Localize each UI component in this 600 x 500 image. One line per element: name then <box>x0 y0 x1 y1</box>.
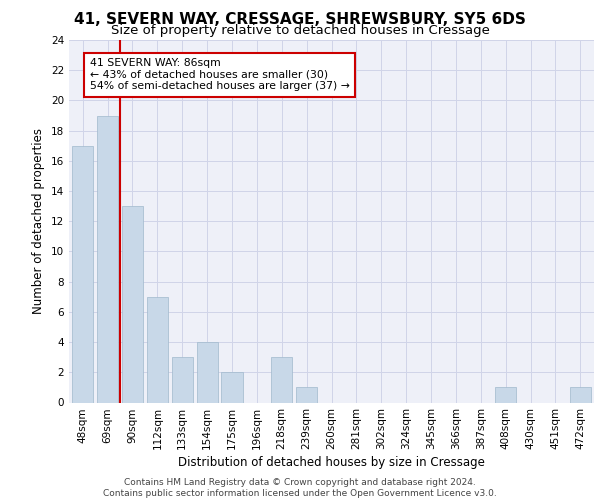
Bar <box>570 388 591 402</box>
Text: 41 SEVERN WAY: 86sqm
← 43% of detached houses are smaller (30)
54% of semi-detac: 41 SEVERN WAY: 86sqm ← 43% of detached h… <box>89 58 350 92</box>
Bar <box>97 116 118 403</box>
Text: Size of property relative to detached houses in Cressage: Size of property relative to detached ho… <box>110 24 490 37</box>
Bar <box>72 146 93 402</box>
Bar <box>495 388 516 402</box>
X-axis label: Distribution of detached houses by size in Cressage: Distribution of detached houses by size … <box>178 456 485 469</box>
Bar <box>122 206 143 402</box>
Y-axis label: Number of detached properties: Number of detached properties <box>32 128 46 314</box>
Bar <box>271 357 292 403</box>
Text: Contains HM Land Registry data © Crown copyright and database right 2024.
Contai: Contains HM Land Registry data © Crown c… <box>103 478 497 498</box>
Bar <box>197 342 218 402</box>
Bar <box>296 388 317 402</box>
Bar <box>172 357 193 403</box>
Bar <box>221 372 242 402</box>
Bar <box>147 297 168 403</box>
Text: 41, SEVERN WAY, CRESSAGE, SHREWSBURY, SY5 6DS: 41, SEVERN WAY, CRESSAGE, SHREWSBURY, SY… <box>74 12 526 27</box>
